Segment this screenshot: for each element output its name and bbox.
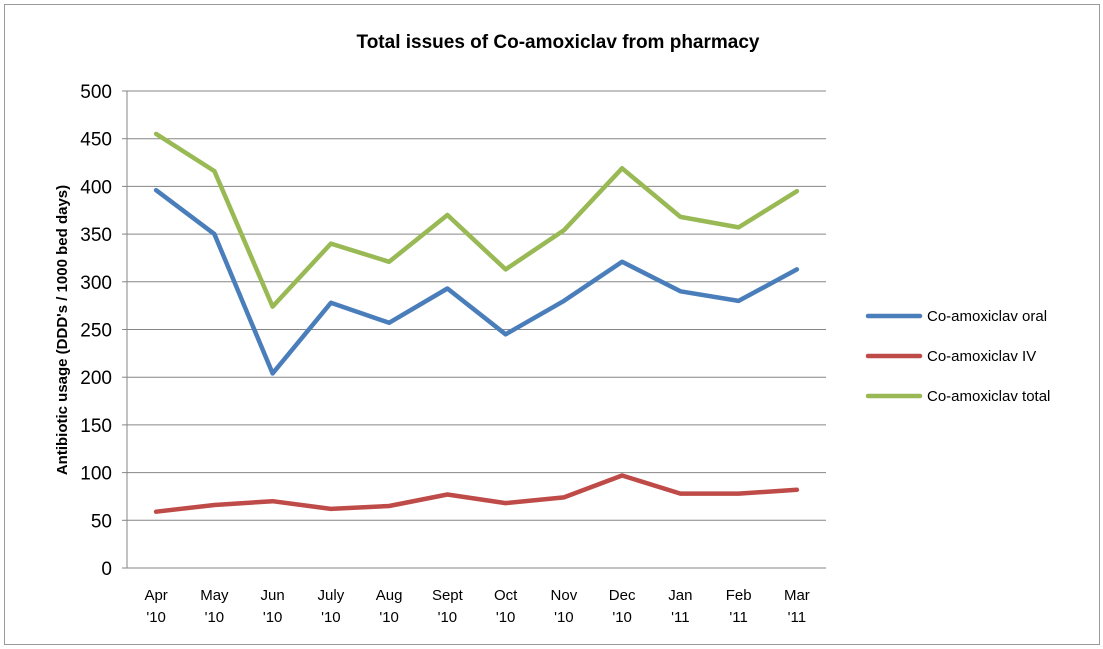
- y-tick-label: 100: [80, 464, 112, 485]
- x-tick-label: Nov '10: [551, 587, 578, 626]
- y-tick-label: 200: [80, 368, 112, 389]
- legend-label: Co-amoxiclav total: [927, 388, 1050, 405]
- y-tick-label: 500: [80, 82, 112, 103]
- x-tick-label: July '10: [318, 587, 345, 626]
- y-axis-label: Antibiotic usage (DDD's / 1000 bed days): [54, 185, 71, 475]
- x-tick-label: Mar '11: [784, 587, 810, 626]
- legend: Co-amoxiclav oral Co-amoxiclav IV Co-amoxi…: [865, 308, 1050, 405]
- y-tick-label: 400: [80, 177, 112, 198]
- chart-title: Total issues of Co-amoxiclav from pharma…: [357, 32, 760, 53]
- x-tick-label: Oct '10: [494, 587, 518, 626]
- y-tick-label: 150: [80, 416, 112, 437]
- y-tick-label: 350: [80, 225, 112, 246]
- x-tick-label: Jan '11: [668, 587, 692, 626]
- series-lines: [153, 131, 800, 514]
- legend-label: Co-amoxiclav IV: [927, 348, 1036, 365]
- y-tick-label: 300: [80, 273, 112, 294]
- gridlines: [122, 90, 826, 569]
- x-axis-ticks: Apr '10 May '10 Jun '10 July '10 Aug '10 Sept '10 Oc…: [144, 587, 809, 626]
- chart-frame: [4, 4, 1100, 645]
- x-tick-label: Aug '10: [376, 587, 403, 626]
- legend-label: Co-amoxiclav oral: [927, 308, 1047, 325]
- y-tick-label: 0: [101, 559, 112, 580]
- x-tick-label: Jun '10: [261, 587, 285, 626]
- series-line-3: [153, 131, 800, 309]
- x-tick-label: May '10: [200, 587, 229, 626]
- x-tick-label: Sept '10: [432, 587, 464, 626]
- series-line-1: [153, 187, 800, 376]
- y-tick-label: 450: [80, 130, 112, 151]
- y-tick-label: 250: [80, 321, 112, 342]
- x-tick-label: Apr '10: [144, 587, 167, 626]
- x-tick-label: Dec '10: [609, 587, 636, 626]
- series-line-2: [153, 473, 800, 514]
- y-axis-ticks: 0 50 100 150 200 250 300 350 400 450 500: [80, 82, 112, 580]
- x-tick-label: Feb '11: [726, 587, 752, 626]
- y-tick-label: 50: [91, 511, 112, 532]
